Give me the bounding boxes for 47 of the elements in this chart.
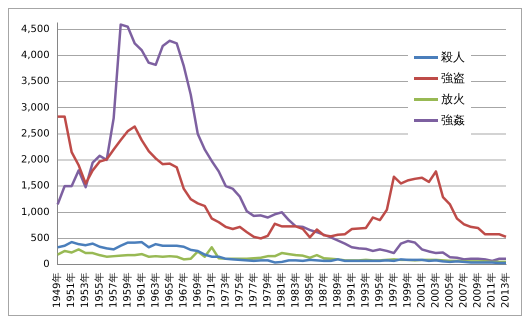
y-tick-label: 4,000	[20, 50, 50, 62]
x-tick-label: 1955年	[93, 272, 106, 308]
x-tick-label: 2001年	[416, 272, 428, 308]
x-tick-label: 1971年	[205, 272, 218, 308]
y-tick-label: 3,500	[20, 76, 50, 88]
x-tick-label: 1965年	[163, 272, 176, 308]
y-tick-label: 500	[30, 233, 50, 244]
x-tick-label: 1983年	[289, 272, 302, 308]
x-tick-label: 1993年	[359, 272, 372, 308]
x-tick-label: 1989年	[331, 272, 344, 308]
x-tick-label: 2003年	[430, 272, 442, 308]
x-tick-label: 1957年	[107, 272, 120, 308]
x-tick-label: 1959年	[121, 272, 134, 308]
x-tick-label: 1973年	[219, 272, 232, 308]
y-tick-label: 3,000	[20, 102, 50, 114]
legend-label: 放火	[441, 91, 465, 108]
x-tick-label: 1977年	[247, 272, 260, 308]
y-tick-label: 0	[43, 259, 50, 270]
x-tick-label: 2005年	[444, 272, 456, 308]
x-tick-label: 1981年	[275, 272, 288, 308]
y-tick-label: 1,500	[20, 180, 50, 192]
legend-label: 殺人	[441, 49, 465, 66]
x-tick-label: 1967年	[177, 272, 190, 308]
x-tick-label: 1969年	[191, 272, 204, 308]
x-tick-label: 2013年	[500, 272, 512, 308]
legend-label: 強姦	[441, 112, 465, 129]
x-tick-label: 1999年	[402, 272, 414, 308]
x-tick-label: 1997年	[388, 272, 400, 308]
x-tick-label: 1979年	[261, 272, 274, 308]
y-tick-label: 1,000	[20, 206, 50, 218]
y-tick-label: 2,000	[20, 154, 50, 166]
x-tick-label: 1987年	[317, 272, 330, 308]
y-tick-label: 2,500	[20, 128, 50, 140]
y-tick-label: 4,500	[20, 24, 50, 35]
x-tick-label: 1949年	[51, 272, 64, 308]
x-tick-label: 1975年	[233, 272, 246, 308]
x-tick-label: 2011年	[486, 272, 498, 308]
x-tick-label: 1951年	[65, 272, 78, 308]
x-tick-label: 1985年	[303, 272, 316, 308]
x-tick-label: 2007年	[458, 272, 470, 308]
x-tick-label: 1953年	[79, 272, 92, 308]
x-tick-label: 1995年	[373, 272, 386, 308]
legend-label: 強盗	[441, 70, 465, 87]
x-tick-label: 1963年	[149, 272, 162, 308]
x-tick-label: 2009年	[472, 272, 484, 308]
x-tick-label: 1991年	[345, 272, 358, 308]
x-tick-label: 1961年	[135, 272, 148, 308]
